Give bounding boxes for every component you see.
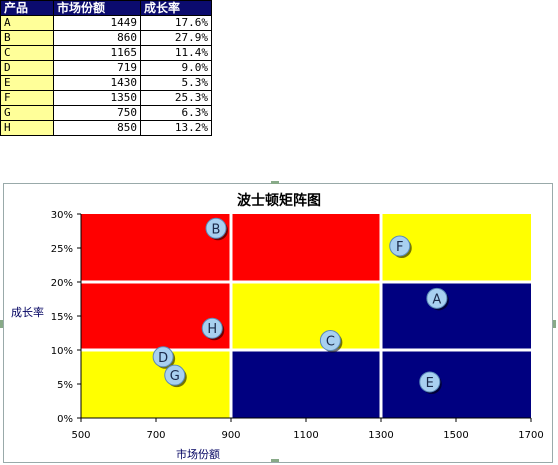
product-cell[interactable]: G — [0, 105, 54, 121]
market-share-cell[interactable]: 719 — [53, 60, 141, 76]
growth-rate-cell[interactable]: 17.6% — [140, 15, 212, 31]
table-row: H 850 13.2% — [0, 120, 212, 136]
y-axis-label: 成长率 — [11, 306, 44, 319]
resize-handle-bottom[interactable] — [271, 459, 279, 462]
product-cell[interactable]: E — [0, 75, 54, 91]
product-cell[interactable]: D — [0, 60, 54, 76]
market-share-cell[interactable]: 860 — [53, 30, 141, 46]
resize-handle-left[interactable] — [0, 320, 3, 328]
table-row: F 1350 25.3% — [0, 90, 212, 106]
header-growth-rate[interactable]: 成长率 — [140, 0, 212, 16]
table-row: A 1449 17.6% — [0, 15, 212, 31]
table-body: A 1449 17.6% B 860 27.9% C 1165 11.4% D 719 9.0% E 14… — [0, 15, 212, 136]
chart-area[interactable] — [3, 183, 553, 463]
table-row: E 1430 5.3% — [0, 75, 212, 91]
growth-rate-cell[interactable]: 9.0% — [140, 60, 212, 76]
table-header-row: 产品 市场份额 成长率 — [0, 0, 212, 16]
table-row: D 719 9.0% — [0, 60, 212, 76]
market-share-cell[interactable]: 850 — [53, 120, 141, 136]
table-row: C 1165 11.4% — [0, 45, 212, 61]
growth-rate-cell[interactable]: 11.4% — [140, 45, 212, 61]
market-share-cell[interactable]: 1430 — [53, 75, 141, 91]
product-cell[interactable]: A — [0, 15, 54, 31]
table-row: B 860 27.9% — [0, 30, 212, 46]
data-table: 产品 市场份额 成长率 A 1449 17.6% B 860 27.9% C 1165 11.4… — [0, 0, 212, 136]
growth-rate-cell[interactable]: 25.3% — [140, 90, 212, 106]
growth-rate-cell[interactable]: 5.3% — [140, 75, 212, 91]
growth-rate-cell[interactable]: 13.2% — [140, 120, 212, 136]
header-market-share[interactable]: 市场份额 — [53, 0, 141, 16]
market-share-cell[interactable]: 1449 — [53, 15, 141, 31]
resize-handle-right[interactable] — [553, 320, 556, 328]
header-product[interactable]: 产品 — [0, 0, 54, 16]
resize-handle-top[interactable] — [271, 181, 279, 184]
product-cell[interactable]: B — [0, 30, 54, 46]
product-cell[interactable]: F — [0, 90, 54, 106]
market-share-cell[interactable]: 1165 — [53, 45, 141, 61]
growth-rate-cell[interactable]: 27.9% — [140, 30, 212, 46]
market-share-cell[interactable]: 750 — [53, 105, 141, 121]
product-cell[interactable]: H — [0, 120, 54, 136]
product-cell[interactable]: C — [0, 45, 54, 61]
chart-title: 波士顿矩阵图 — [237, 193, 321, 209]
market-share-cell[interactable]: 1350 — [53, 90, 141, 106]
x-axis-label: 市场份额 — [176, 448, 220, 461]
table-row: G 750 6.3% — [0, 105, 212, 121]
growth-rate-cell[interactable]: 6.3% — [140, 105, 212, 121]
